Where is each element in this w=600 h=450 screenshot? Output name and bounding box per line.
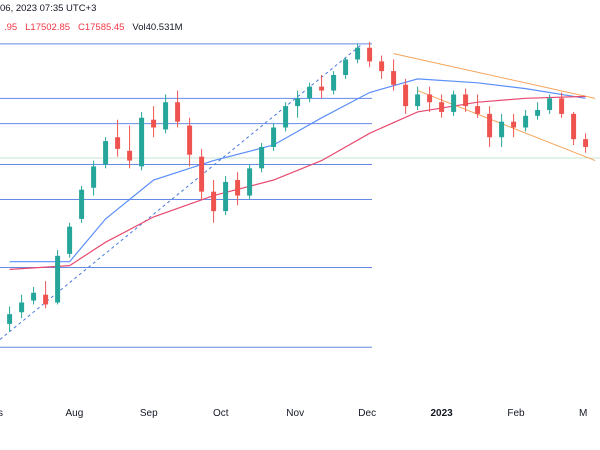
- candle-body: [259, 146, 265, 169]
- candle-body: [307, 86, 313, 99]
- candle-body: [535, 110, 541, 116]
- x-tick-label: M: [579, 408, 587, 419]
- candle-body: [199, 156, 205, 192]
- candle-body: [343, 59, 349, 75]
- candle-body: [319, 86, 325, 91]
- header-close: C17585.45: [77, 22, 125, 33]
- candle-body: [547, 98, 553, 110]
- x-tick-label: s: [0, 408, 3, 419]
- candle-body: [499, 121, 505, 138]
- candle-body: [7, 314, 13, 324]
- candle-body: [91, 166, 97, 188]
- candle-body: [235, 180, 241, 196]
- candle-body: [475, 106, 481, 114]
- candle-body: [55, 255, 61, 303]
- ma-fast-line: [9, 78, 586, 263]
- candle-body: [427, 94, 433, 103]
- candle-body: [163, 102, 169, 130]
- x-tick-label: Dec: [358, 408, 376, 419]
- x-tick-label: 2023: [430, 408, 453, 419]
- candle-body: [583, 139, 589, 147]
- candle-body: [127, 150, 133, 161]
- candle-body: [223, 181, 229, 212]
- x-tick-label: Feb: [507, 408, 525, 419]
- candle-body: [391, 71, 397, 85]
- candle-body: [151, 119, 157, 128]
- chart-header-ohlc: .95 L17502.85 C17585.45 Vol40.531M: [4, 22, 183, 33]
- candle-body: [571, 113, 577, 140]
- candle-body: [79, 189, 85, 219]
- candle-body: [271, 127, 277, 147]
- candle-body: [523, 115, 529, 128]
- candle-body: [211, 191, 217, 212]
- candle-body: [403, 84, 409, 107]
- candle-body: [31, 292, 37, 301]
- candle-body: [367, 47, 373, 62]
- candle-body: [379, 61, 385, 72]
- chart-header-datetime: 06, 2023 07:35 UTC+3: [0, 3, 96, 14]
- candle-body: [355, 47, 361, 60]
- candle-body: [103, 141, 109, 165]
- candle-body: [559, 98, 565, 114]
- candle-body: [175, 102, 181, 122]
- x-tick-label: Aug: [66, 408, 84, 419]
- header-low: L17502.85: [25, 22, 71, 33]
- channel-upper-line: [393, 53, 596, 99]
- channel-lower-line: [417, 90, 596, 162]
- candle-body: [115, 137, 121, 149]
- candle-body: [19, 302, 25, 313]
- candle-body: [331, 75, 337, 91]
- candle-body: [511, 121, 517, 128]
- candle-body: [295, 98, 301, 107]
- candle-body: [451, 94, 457, 112]
- candle-body: [247, 168, 253, 196]
- ma-slow-line: [9, 95, 586, 270]
- candle-body: [283, 106, 289, 128]
- x-tick-label: Nov: [286, 408, 304, 419]
- candle-body: [415, 94, 421, 107]
- candle-body: [187, 125, 193, 155]
- candle-body: [463, 94, 469, 107]
- candle-body: [487, 113, 493, 138]
- header-volume: Vol40.531M: [132, 22, 183, 33]
- candle-body: [67, 226, 73, 254]
- x-tick-label: Sep: [140, 408, 158, 419]
- x-tick-label: Oct: [213, 408, 229, 419]
- header-open-fragment: .95: [4, 22, 18, 33]
- candle-body: [439, 102, 445, 112]
- candle-body: [139, 117, 145, 167]
- candle-body: [43, 294, 49, 305]
- header-datetime: 06, 2023 07:35 UTC+3: [0, 3, 97, 14]
